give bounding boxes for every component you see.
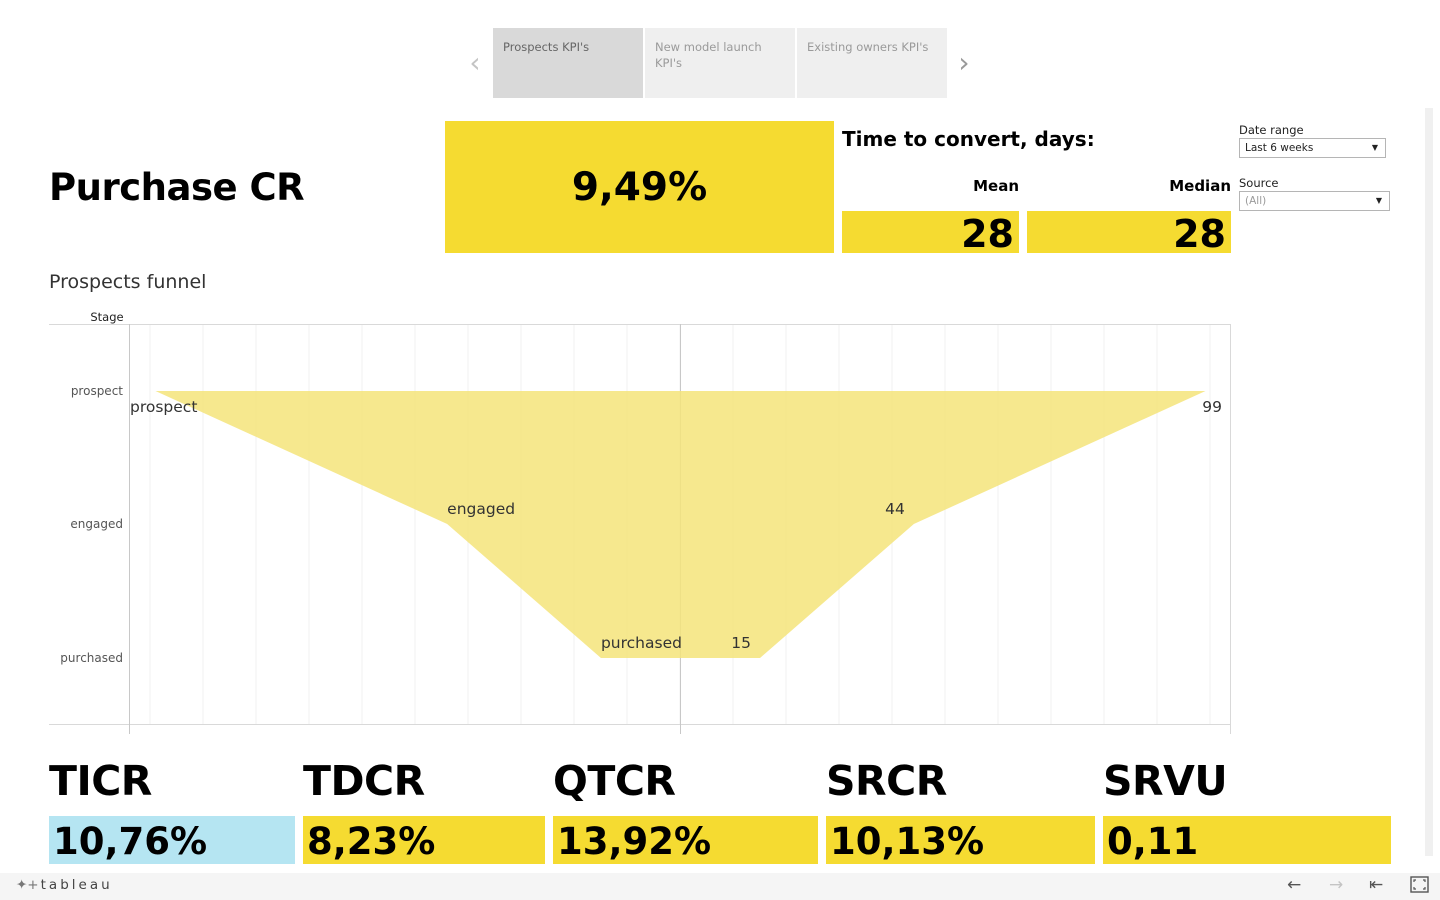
dashboard-tab-bar: ‹ Prospects KPI's New model launch KPI's…	[0, 0, 1440, 108]
kpi-ticr-value: 10,76%	[49, 816, 295, 864]
tabs-next-chevron-icon[interactable]: ›	[958, 46, 970, 79]
mean-label: Mean	[973, 177, 1019, 195]
funnel-stage-value-prospect: 99	[1202, 398, 1222, 416]
dropdown-caret-icon: ▼	[1371, 143, 1378, 152]
kpi-tdcr-label: TDCR	[303, 757, 425, 805]
funnel-stage-value-purchased: 15	[731, 634, 751, 652]
funnel-stage-label-purchased: purchased	[601, 634, 682, 652]
undo-icon[interactable]: ←	[1287, 875, 1302, 895]
fullscreen-frame-icon	[1410, 876, 1429, 893]
tabs-previous-chevron-icon[interactable]: ‹	[469, 46, 481, 79]
funnel-axis-tick-prospect: prospect	[71, 384, 123, 398]
kpi-srcr-label: SRCR	[826, 757, 947, 805]
date-range-selected-value: Last 6 weeks	[1245, 142, 1314, 154]
tableau-logo[interactable]: ✦+ tableau	[16, 877, 113, 893]
kpi-tdcr-value: 8,23%	[303, 816, 545, 864]
funnel-stage-value-engaged: 44	[885, 500, 905, 518]
funnel-stage-label-prospect: prospect	[130, 398, 197, 416]
kpi-srvu-label: SRVU	[1103, 757, 1228, 805]
funnel-area	[155, 391, 1206, 658]
tab-prospects-kpis[interactable]: Prospects KPI's	[493, 28, 643, 98]
source-select[interactable]: (All) ▼	[1239, 191, 1390, 211]
time-to-convert-title: Time to convert, days:	[842, 127, 1095, 151]
kpi-qtcr-label: QTCR	[553, 757, 676, 805]
fullscreen-icon[interactable]	[1410, 876, 1429, 898]
source-label: Source	[1239, 176, 1279, 190]
tab-existing-owners-kpis[interactable]: Existing owners KPI's	[797, 28, 947, 98]
kpi-srcr-value: 10,13%	[826, 816, 1095, 864]
source-selected-value: (All)	[1245, 195, 1267, 207]
funnel-title: Prospects funnel	[49, 271, 207, 293]
kpi-qtcr-value: 13,92%	[553, 816, 818, 864]
kpi-ticr-label: TICR	[49, 757, 152, 805]
funnel-stage-label-engaged: engaged	[447, 500, 515, 518]
date-range-select[interactable]: Last 6 weeks ▼	[1239, 138, 1386, 158]
revert-icon[interactable]: ⇤	[1369, 875, 1384, 895]
tableau-logo-text: tableau	[40, 877, 113, 893]
funnel-axis-title: Stage	[90, 310, 123, 324]
tableau-toolbar: ✦+ tableau ← → ⇤	[0, 873, 1440, 900]
date-range-label: Date range	[1239, 123, 1304, 137]
median-value: 28	[1027, 211, 1231, 256]
redo-icon[interactable]: →	[1329, 875, 1344, 895]
prospects-funnel-chart: Stage prospect prospect 99 engaged engaged 44…	[49, 310, 1231, 734]
funnel-axis-tick-engaged: engaged	[70, 517, 123, 531]
vertical-scrollbar[interactable]	[1425, 108, 1433, 856]
median-label: Median	[1169, 177, 1231, 195]
mean-value: 28	[842, 211, 1019, 256]
funnel-axis-tick-purchased: purchased	[60, 651, 123, 665]
tableau-cross-icon: ✦+	[16, 877, 39, 893]
kpi-srvu-value: 0,11	[1103, 816, 1391, 864]
purchase-cr-value: 9,49%	[445, 121, 834, 253]
page-title: Purchase CR	[49, 166, 305, 209]
dropdown-caret-icon: ▼	[1375, 196, 1382, 205]
tab-new-model-launch-kpis[interactable]: New model launch KPI's	[645, 28, 795, 98]
